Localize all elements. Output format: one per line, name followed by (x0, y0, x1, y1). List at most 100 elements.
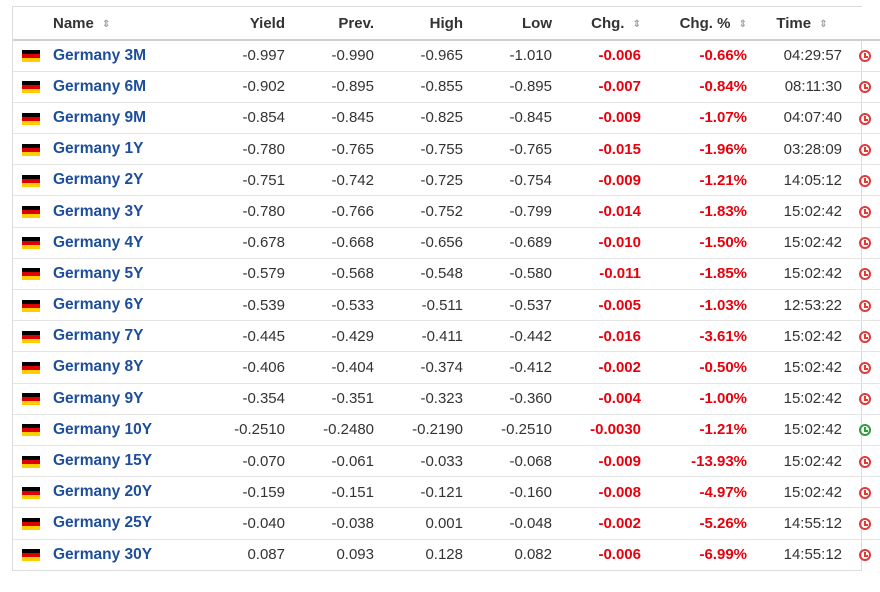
yield-cell: -0.406 (204, 351, 293, 384)
bond-name-link[interactable]: Germany 9Y (53, 389, 144, 407)
time-cell: 15:02:42 (755, 257, 848, 290)
name-cell[interactable]: Germany 15Y (49, 444, 204, 477)
clock-icon[interactable] (859, 393, 871, 406)
chg-pct-cell: -1.50% (649, 226, 755, 259)
bond-name-link[interactable]: Germany 6M (53, 77, 147, 95)
name-cell[interactable]: Germany 4Y (49, 226, 204, 259)
bond-name-link[interactable]: Germany 7Y (53, 327, 144, 345)
clock-icon[interactable] (859, 81, 871, 94)
flag-cell (13, 538, 49, 571)
clock-icon[interactable] (859, 424, 871, 437)
header-chg[interactable]: Chg. ⇕ (560, 7, 649, 41)
table-row[interactable]: Germany 9Y -0.354 -0.351 -0.323 -0.360 -… (13, 382, 880, 415)
sort-icon[interactable]: ⇕ (738, 18, 747, 30)
clock-icon[interactable] (859, 237, 871, 250)
table-row[interactable]: Germany 8Y -0.406 -0.404 -0.374 -0.412 -… (13, 351, 880, 384)
table-row[interactable]: Germany 7Y -0.445 -0.429 -0.411 -0.442 -… (13, 320, 880, 352)
bond-name-link[interactable]: Germany 9M (53, 108, 147, 126)
clock-icon[interactable] (859, 174, 871, 187)
bond-name-link[interactable]: Germany 6Y (53, 296, 144, 314)
bond-name-link[interactable]: Germany 3Y (53, 202, 144, 220)
bond-name-link[interactable]: Germany 30Y (53, 545, 153, 563)
name-cell[interactable]: Germany 25Y (49, 507, 204, 539)
time-cell: 14:05:12 (755, 164, 848, 196)
bond-name-link[interactable]: Germany 15Y (53, 452, 153, 470)
clock-icon[interactable] (859, 486, 871, 499)
table-row[interactable]: Germany 3M -0.997 -0.990 -0.965 -1.010 -… (13, 40, 880, 71)
high-cell: -0.755 (382, 133, 471, 165)
sort-icon[interactable]: ⇕ (632, 18, 641, 30)
bond-name-link[interactable]: Germany 10Y (53, 420, 153, 438)
header-prev[interactable]: Prev. (293, 7, 382, 41)
chg-cell: -0.011 (560, 257, 649, 290)
table-row[interactable]: Germany 5Y -0.579 -0.568 -0.548 -0.580 -… (13, 257, 880, 290)
table-row[interactable]: Germany 2Y -0.751 -0.742 -0.725 -0.754 -… (13, 164, 880, 196)
table-row[interactable]: Germany 25Y -0.040 -0.038 0.001 -0.048 -… (13, 507, 880, 539)
bond-name-link[interactable]: Germany 20Y (53, 483, 153, 501)
clock-icon[interactable] (859, 330, 871, 343)
clock-icon[interactable] (859, 112, 871, 125)
name-cell[interactable]: Germany 9M (49, 101, 204, 134)
name-cell[interactable]: Germany 6M (49, 70, 204, 103)
clock-icon[interactable] (859, 206, 871, 219)
bond-name-link[interactable]: Germany 2Y (53, 171, 144, 189)
bond-name-link[interactable]: Germany 3M (53, 46, 147, 64)
name-cell[interactable]: Germany 8Y (49, 351, 204, 384)
clock-icon[interactable] (859, 50, 871, 63)
clock-icon[interactable] (859, 362, 871, 374)
table-row[interactable]: Germany 6Y -0.539 -0.533 -0.511 -0.537 -… (13, 288, 880, 321)
clock-icon[interactable] (859, 299, 871, 312)
table-row[interactable]: Germany 3Y -0.780 -0.766 -0.752 -0.799 -… (13, 195, 880, 228)
name-cell[interactable]: Germany 5Y (49, 257, 204, 290)
clock-icon[interactable] (859, 268, 871, 281)
table-row[interactable]: Germany 4Y -0.678 -0.668 -0.656 -0.689 -… (13, 226, 880, 259)
time-cell: 08:11:30 (755, 70, 848, 103)
sort-icon[interactable]: ⇕ (102, 18, 111, 30)
clock-icon[interactable] (859, 455, 871, 468)
name-cell[interactable]: Germany 9Y (49, 382, 204, 415)
bond-name-link[interactable]: Germany 25Y (53, 514, 153, 532)
name-cell[interactable]: Germany 7Y (49, 320, 204, 352)
name-cell[interactable]: Germany 2Y (49, 164, 204, 196)
header-name[interactable]: Name ⇕ (49, 7, 204, 41)
germany-flag-icon (22, 424, 40, 437)
name-cell[interactable]: Germany 10Y (49, 413, 204, 446)
header-name-label: Name (53, 14, 94, 32)
prev-cell: -0.766 (293, 195, 382, 228)
clock-icon[interactable] (859, 549, 871, 562)
name-cell[interactable]: Germany 30Y (49, 538, 204, 571)
header-chg-pct[interactable]: Chg. % ⇕ (649, 7, 755, 41)
header-time[interactable]: Time ⇕ (755, 7, 848, 41)
name-cell[interactable]: Germany 3Y (49, 195, 204, 228)
header-high[interactable]: High (382, 7, 471, 41)
germany-flag-icon (22, 299, 40, 312)
bond-name-link[interactable]: Germany 1Y (53, 140, 144, 158)
table-row[interactable]: Germany 10Y -0.2510 -0.2480 -0.2190 -0.2… (13, 413, 880, 446)
germany-flag-icon (22, 330, 40, 343)
chg-pct-cell: -1.85% (649, 257, 755, 290)
header-chg-pct-label: Chg. % (679, 14, 731, 32)
yield-cell: -0.2510 (204, 413, 293, 446)
header-yield[interactable]: Yield (204, 7, 293, 41)
table-row[interactable]: Germany 15Y -0.070 -0.061 -0.033 -0.068 … (13, 444, 880, 477)
bond-name-link[interactable]: Germany 5Y (53, 264, 144, 282)
prev-cell: -0.845 (293, 101, 382, 134)
header-low[interactable]: Low (471, 7, 560, 41)
name-cell[interactable]: Germany 3M (49, 40, 204, 71)
table-row[interactable]: Germany 30Y 0.087 0.093 0.128 0.082 -0.0… (13, 538, 880, 571)
name-cell[interactable]: Germany 20Y (49, 476, 204, 508)
sort-icon[interactable]: ⇕ (819, 18, 828, 30)
name-cell[interactable]: Germany 1Y (49, 133, 204, 165)
bond-name-link[interactable]: Germany 4Y (53, 233, 144, 251)
table-row[interactable]: Germany 1Y -0.780 -0.765 -0.755 -0.765 -… (13, 133, 880, 165)
bond-name-link[interactable]: Germany 8Y (53, 358, 144, 376)
table-row[interactable]: Germany 9M -0.854 -0.845 -0.825 -0.845 -… (13, 101, 880, 134)
table-row[interactable]: Germany 6M -0.902 -0.895 -0.855 -0.895 -… (13, 70, 880, 103)
clock-icon[interactable] (859, 517, 871, 530)
table-row[interactable]: Germany 20Y -0.159 -0.151 -0.121 -0.160 … (13, 476, 880, 508)
flag-cell (13, 288, 49, 321)
chg-pct-cell: -1.96% (649, 133, 755, 165)
low-cell: -0.895 (471, 70, 560, 103)
name-cell[interactable]: Germany 6Y (49, 288, 204, 321)
clock-icon[interactable] (859, 143, 871, 156)
